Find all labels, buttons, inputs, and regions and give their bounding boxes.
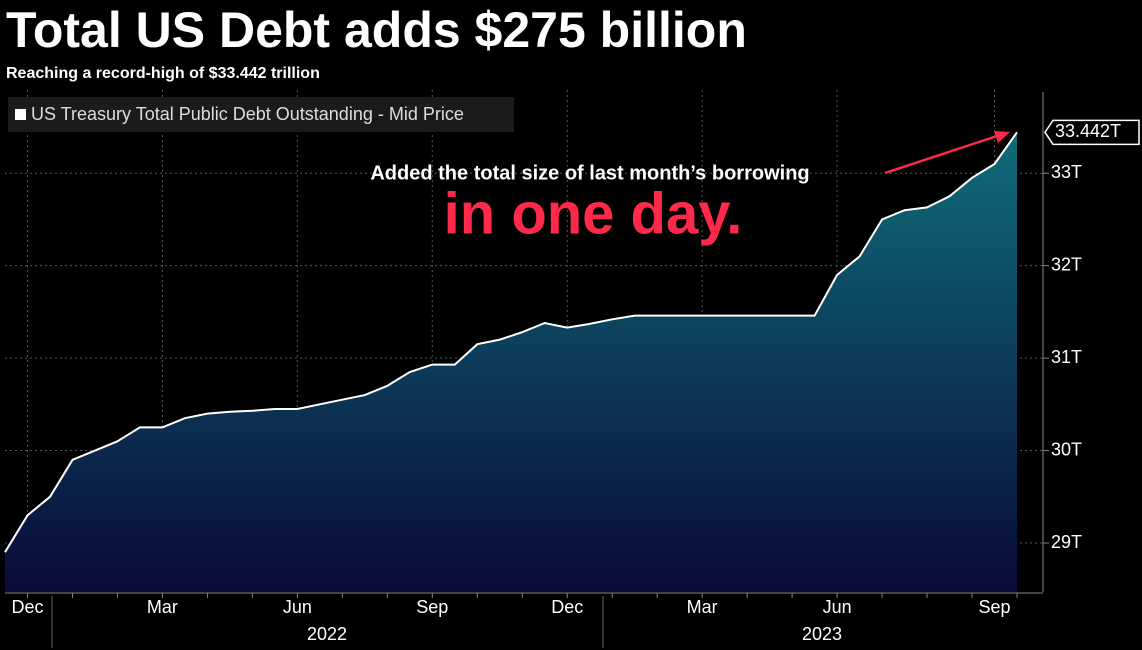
annotation: Added the total size of last month’s bor… bbox=[370, 162, 809, 184]
year-label: 2023 bbox=[802, 624, 842, 644]
x-tick-label: Sep bbox=[416, 597, 448, 617]
y-tick-label: 31T bbox=[1051, 347, 1082, 367]
value-label: 33.442T bbox=[1055, 121, 1121, 141]
x-tick-label: Jun bbox=[283, 597, 312, 617]
area bbox=[5, 132, 1017, 593]
y-tick-label: 30T bbox=[1051, 439, 1082, 459]
x-tick-label: Dec bbox=[11, 597, 43, 617]
legend-box bbox=[8, 97, 514, 132]
y-tick-label: 29T bbox=[1051, 532, 1082, 552]
y-tick-label: 33T bbox=[1051, 162, 1082, 182]
chart-title: Total US Debt adds $275 billion bbox=[6, 2, 747, 58]
x-tick-label: Mar bbox=[687, 597, 718, 617]
annotation-arrow bbox=[884, 131, 1010, 175]
plot bbox=[4, 131, 1018, 593]
x-tick-label: Mar bbox=[147, 597, 178, 617]
legend-label: US Treasury Total Public Debt Outstandin… bbox=[31, 104, 464, 124]
year-label: 2022 bbox=[307, 624, 347, 644]
annotation-emphasis: in one day. bbox=[444, 181, 743, 246]
y-tick-label: 32T bbox=[1051, 254, 1082, 274]
x-tick-label: Dec bbox=[551, 597, 583, 617]
value-label-box bbox=[1044, 119, 1140, 146]
chart-subtitle: Reaching a record-high of $33.442 trilli… bbox=[6, 65, 320, 82]
x-tick-label: Sep bbox=[978, 597, 1010, 617]
x-tick-label: Jun bbox=[823, 597, 852, 617]
legend-swatch bbox=[15, 109, 26, 120]
line bbox=[4, 131, 1018, 553]
